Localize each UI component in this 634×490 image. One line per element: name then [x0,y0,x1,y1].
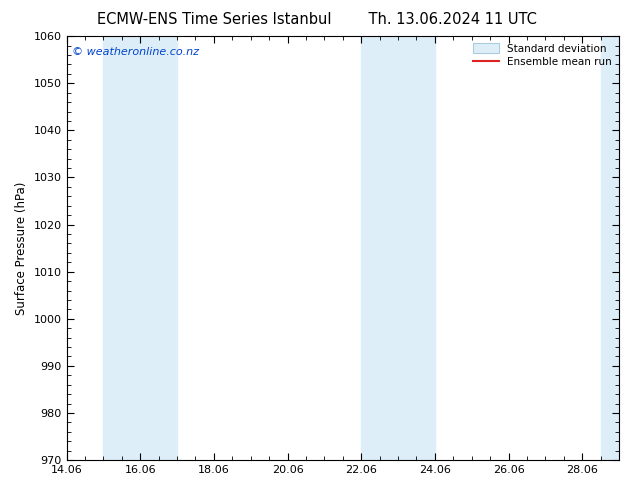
Bar [600,36,619,460]
Legend: Standard deviation, Ensemble mean run: Standard deviation, Ensemble mean run [469,39,616,71]
Bar [103,36,177,460]
Text: © weatheronline.co.nz: © weatheronline.co.nz [72,47,199,57]
Y-axis label: Surface Pressure (hPa): Surface Pressure (hPa) [15,181,28,315]
Bar [361,36,435,460]
Text: ECMW-ENS Time Series Istanbul        Th. 13.06.2024 11 UTC: ECMW-ENS Time Series Istanbul Th. 13.06.… [97,12,537,27]
